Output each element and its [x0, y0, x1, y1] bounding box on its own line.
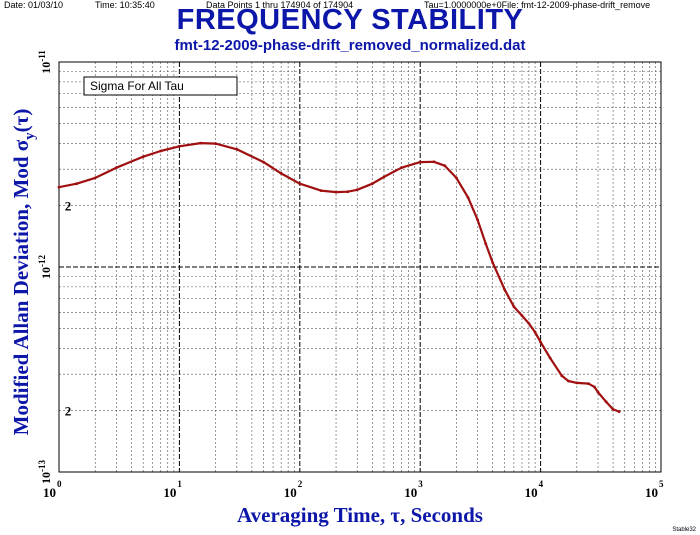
- data-point: [418, 160, 422, 164]
- data-point: [512, 305, 516, 309]
- x-tick-label: 10: [284, 485, 297, 500]
- data-point: [370, 182, 374, 186]
- x-tick-label: 10: [163, 485, 176, 500]
- x-tick-label: 10: [645, 485, 658, 500]
- legend-box: Sigma For All Tau: [83, 76, 238, 96]
- x-tick-exponent: 3: [418, 479, 423, 489]
- data-point: [432, 160, 436, 164]
- x-tick-exponent: 5: [659, 479, 664, 489]
- header-time: Time: 10:35:40: [95, 0, 155, 10]
- data-point: [455, 176, 458, 180]
- data-point: [560, 374, 564, 378]
- y-axis-label-sub: y: [22, 132, 38, 140]
- header-tau-file: Tau=1.0000000e+0File: fmt-12-2009-phase-…: [424, 0, 651, 10]
- data-point: [520, 314, 524, 317]
- data-point: [596, 390, 600, 394]
- x-tick-label: 10: [43, 485, 56, 500]
- data-point: [503, 287, 506, 291]
- header-data-points: Data Points 1 thru 174904 of 174904: [206, 0, 354, 10]
- data-point: [141, 155, 145, 159]
- data-point: [355, 188, 359, 192]
- data-point: [575, 381, 579, 385]
- y-minor-tick-label: 2: [65, 198, 72, 213]
- data-point: [235, 147, 239, 151]
- data-point: [178, 144, 181, 148]
- data-point: [334, 190, 338, 194]
- data-point: [199, 141, 203, 145]
- y-minor-tick-label: 2: [65, 403, 72, 418]
- data-point: [346, 190, 350, 194]
- data-point: [533, 330, 537, 334]
- data-point: [279, 172, 283, 175]
- x-axis-label: Averaging Time, τ, Seconds: [237, 503, 483, 527]
- header-date: Date: 01/03/10: [4, 0, 64, 10]
- plot-frame: [58, 61, 662, 473]
- data-point: [593, 385, 596, 389]
- x-tick-exponent: 1: [177, 479, 182, 489]
- data-point: [214, 142, 218, 146]
- data-point: [298, 182, 302, 186]
- data-point: [93, 176, 97, 180]
- y-axis-label-tail: (τ): [9, 109, 33, 133]
- data-point: [115, 166, 118, 170]
- data-point: [57, 185, 61, 189]
- y-tick-label: 10-12: [37, 255, 53, 279]
- data-point: [491, 261, 495, 265]
- data-point: [611, 408, 615, 411]
- chart-subtitle: fmt-12-2009-phase-drift_removed_normaliz…: [174, 37, 526, 54]
- data-point: [476, 218, 479, 222]
- y-axis-label: Modified Allan Deviation, Mod σy(τ): [9, 109, 38, 436]
- data-point: [443, 164, 447, 168]
- data-point: [319, 189, 323, 193]
- data-point: [604, 400, 608, 404]
- data-point: [262, 160, 265, 164]
- data-point: [566, 379, 570, 383]
- y-tick-label: 10-13: [37, 460, 53, 484]
- x-tick-exponent: 4: [539, 479, 544, 489]
- series-group: [57, 141, 621, 413]
- x-tick-exponent: 2: [298, 479, 303, 489]
- data-point: [539, 340, 542, 344]
- x-tick-label: 10: [525, 485, 538, 500]
- data-point: [466, 196, 470, 200]
- data-point: [75, 182, 78, 186]
- plot-grid: [58, 62, 661, 473]
- y-tick-label: 10-11: [37, 50, 53, 74]
- x-tick-label: 10: [404, 485, 417, 500]
- data-point: [548, 356, 552, 360]
- data-point: [382, 175, 386, 179]
- legend-label: Sigma For All Tau: [90, 79, 184, 93]
- data-point: [400, 166, 403, 170]
- chart-title: FREQUENCY STABILITY: [176, 4, 524, 36]
- data-point: [527, 322, 531, 325]
- data-point: [587, 382, 590, 385]
- data-point: [617, 410, 621, 413]
- data-point: [484, 242, 488, 246]
- y-axis-label-main: Modified Allan Deviation, Mod σ: [9, 139, 33, 435]
- data-point: [159, 149, 163, 153]
- x-tick-exponent: 0: [57, 479, 62, 489]
- footer-brand: Stable32: [672, 527, 696, 533]
